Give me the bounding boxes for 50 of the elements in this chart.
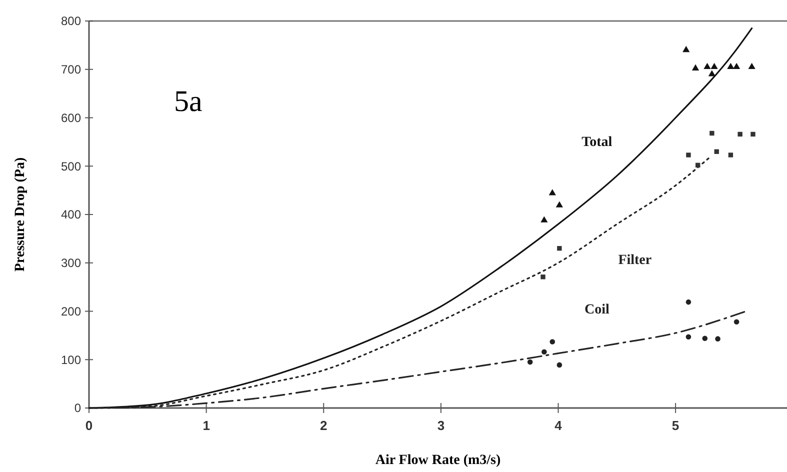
y-tick-label: 600	[60, 110, 82, 125]
point	[686, 299, 692, 305]
point	[696, 162, 700, 168]
point	[728, 152, 734, 158]
y-tick-label: 200	[60, 304, 82, 318]
x-tick-label: 1	[202, 418, 210, 433]
point	[682, 46, 690, 52]
annotation: 5a	[174, 85, 202, 118]
point	[540, 216, 548, 222]
point	[556, 201, 563, 208]
point	[556, 362, 562, 368]
point	[540, 274, 546, 280]
point	[727, 62, 734, 70]
series-label: Coil	[584, 302, 610, 318]
point	[550, 339, 556, 344]
x-tick-label: 4	[554, 418, 563, 433]
y-tick-label: 100	[60, 352, 82, 367]
point	[732, 62, 740, 70]
point	[527, 359, 533, 365]
point	[748, 62, 756, 70]
x-tick-label: 2	[320, 418, 328, 433]
point	[548, 189, 556, 196]
point	[750, 132, 756, 137]
point	[738, 132, 742, 137]
y-axis-title: Pressure Drop (Pa)	[13, 157, 28, 272]
y-tick-label: 800	[60, 14, 82, 28]
x-tick-label: 3	[437, 418, 445, 433]
point	[714, 149, 719, 154]
y-tick-label: 400	[60, 208, 82, 222]
x-tick-label: 5	[672, 418, 680, 433]
point	[692, 64, 700, 70]
y-tick-label: 500	[60, 159, 82, 174]
point	[734, 319, 740, 325]
point	[702, 336, 708, 341]
y-tick-label: 0	[74, 401, 82, 416]
point	[686, 152, 691, 158]
point	[557, 246, 562, 251]
point	[686, 334, 692, 340]
point	[710, 130, 714, 136]
x-axis-title: Air Flow Rate (m3/s)	[375, 453, 501, 468]
point	[542, 349, 547, 355]
y-tick-label: 300	[60, 256, 82, 270]
point	[704, 62, 711, 70]
x-tick-label: 0	[85, 418, 93, 433]
point	[710, 62, 718, 70]
point	[708, 70, 716, 76]
series-label: Total	[582, 134, 612, 150]
series-label: Filter	[618, 253, 652, 268]
y-tick-label: 700	[60, 62, 82, 77]
point	[715, 336, 720, 342]
